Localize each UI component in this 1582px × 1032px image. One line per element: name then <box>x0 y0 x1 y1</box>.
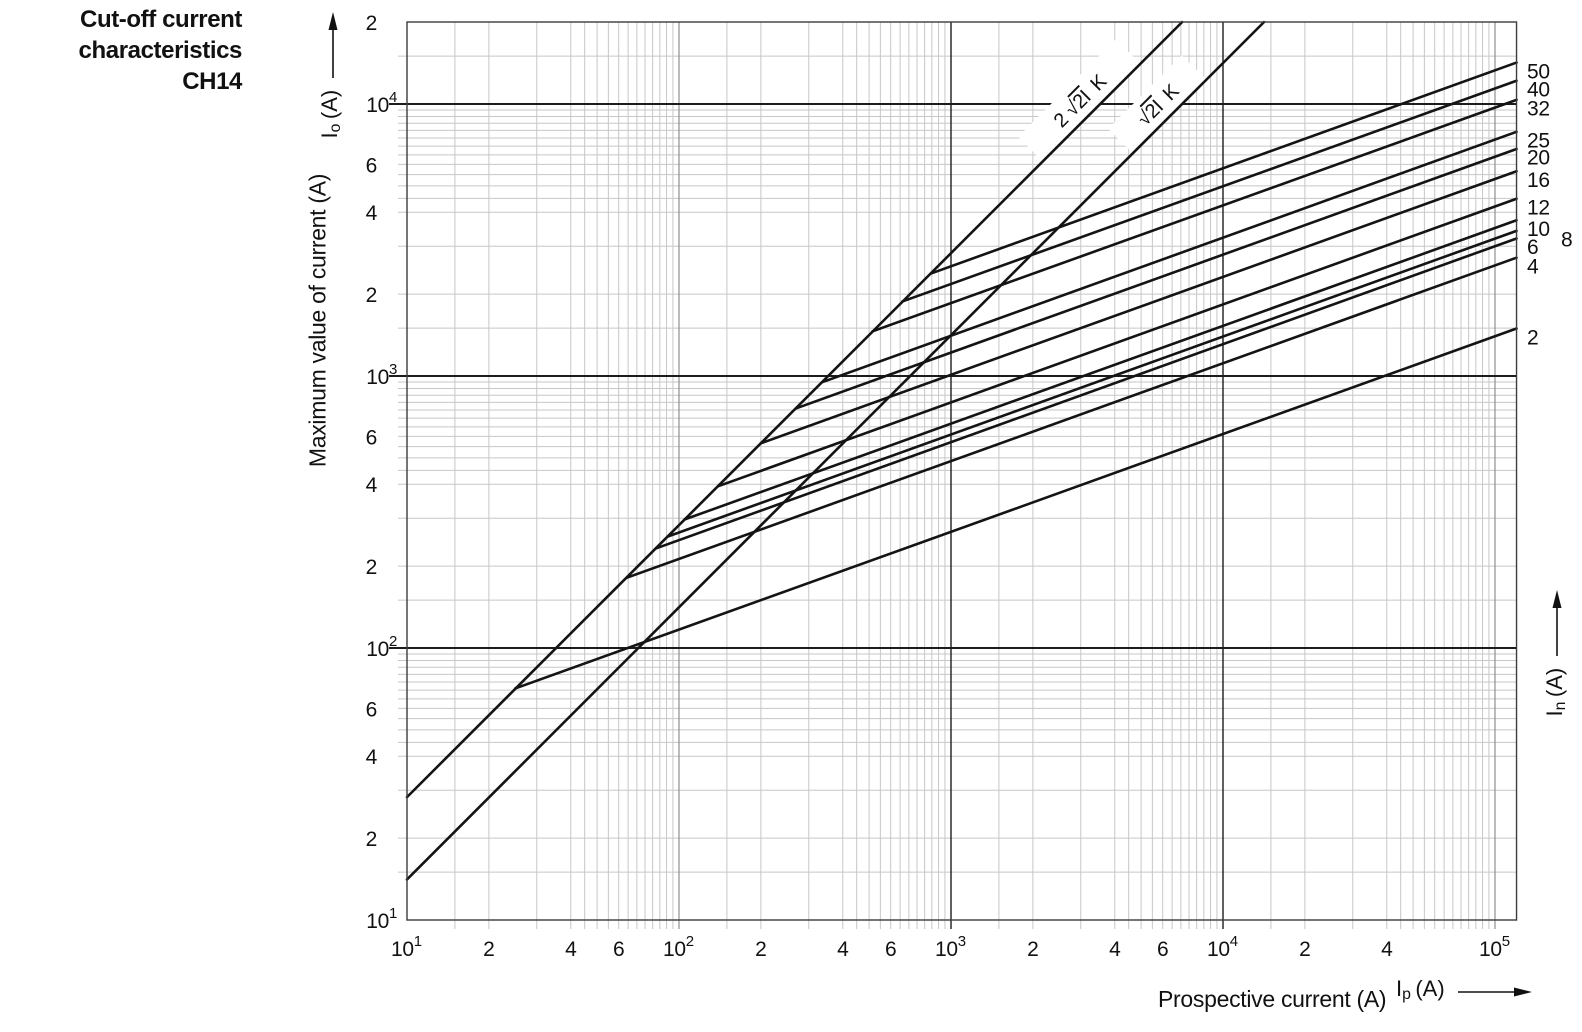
x-tick-label: 105 <box>1479 933 1510 961</box>
curve-4 <box>624 256 1518 580</box>
y-tick-label: 2 <box>366 12 377 35</box>
peak-line <box>405 20 1184 799</box>
series-label-4: 4 <box>1527 255 1539 278</box>
peak-line <box>405 20 1266 881</box>
y-tick-label: 4 <box>366 746 378 769</box>
curve-12 <box>716 197 1518 488</box>
io-axis-symbol: Io (A) <box>317 74 345 154</box>
y-tick-label: 104 <box>366 89 397 117</box>
series-label-12: 12 <box>1527 196 1550 219</box>
chart-title: Cut-off current characteristics CH14 <box>50 4 243 97</box>
x-tick-label: 2 <box>1027 938 1038 961</box>
series-label-16: 16 <box>1527 169 1550 192</box>
x-tick-label: 4 <box>1381 938 1393 961</box>
title-line-2: characteristics <box>78 37 243 64</box>
x-tick-label: 102 <box>663 933 694 961</box>
y-tick-label: 101 <box>366 905 397 933</box>
x-tick-label: 104 <box>1207 933 1238 961</box>
y-tick-label: 6 <box>366 698 377 721</box>
y-tick-label: 2 <box>366 284 377 307</box>
ip-symbol-subscript: p <box>1402 986 1411 1004</box>
in-symbol-unit: (A) <box>1541 667 1567 698</box>
y-tick-label: 6 <box>366 426 377 449</box>
x-tick-label: 6 <box>1157 938 1168 961</box>
curve-8 <box>666 229 1518 538</box>
x-tick-label: 4 <box>837 938 849 961</box>
x-tick-label: 2 <box>483 938 494 961</box>
series-label-20: 20 <box>1527 147 1550 170</box>
curve-6 <box>654 237 1518 550</box>
x-tick-label: 103 <box>935 933 966 961</box>
y-tick-label: 6 <box>366 154 377 177</box>
x-axis-arrow-icon <box>1458 987 1532 997</box>
in-axis-symbol: In (A) <box>1542 652 1570 732</box>
y-tick-label: 2 <box>366 828 377 851</box>
io-symbol-subscript: o <box>327 123 345 133</box>
series-label-10: 10 <box>1527 218 1550 241</box>
curve-32 <box>871 98 1518 333</box>
x-tick-label: 2 <box>755 938 766 961</box>
series-label-8: 8 <box>1561 229 1572 252</box>
series-label-6: 6 <box>1527 236 1538 259</box>
y-tick-label: 103 <box>366 361 397 389</box>
series-label-25: 25 <box>1527 130 1550 153</box>
y-axis-title: Maximum value of current (A) <box>304 173 331 468</box>
plot-border <box>406 21 1518 921</box>
x-tick-label: 4 <box>1109 938 1121 961</box>
curve-10 <box>683 218 1518 521</box>
y-tick-label: 4 <box>366 202 378 225</box>
curve-2 <box>513 327 1518 690</box>
peak-line-label: √2IK <box>1108 55 1206 153</box>
x-tick-label: 6 <box>885 938 896 961</box>
series-label-2: 2 <box>1527 326 1538 349</box>
y-tick-label: 4 <box>366 474 378 497</box>
y-tick-label: 2 <box>366 556 377 579</box>
io-symbol-letter: I <box>316 132 342 139</box>
title-line-3: CH14 <box>182 68 242 95</box>
curve-16 <box>759 169 1518 445</box>
in-axis-arrow-icon <box>1552 590 1562 656</box>
in-symbol-subscript: n <box>1552 701 1570 711</box>
x-tick-label: 6 <box>613 938 624 961</box>
series-label-40: 40 <box>1527 79 1550 102</box>
title-line-1: Cut-off current <box>80 6 242 33</box>
x-tick-label: 4 <box>565 938 577 961</box>
y-axis-arrow-icon <box>328 12 338 78</box>
peak-line-label: 2 √2IK <box>1018 39 1140 161</box>
ip-symbol-unit: (A) <box>1415 976 1445 1001</box>
in-symbol-letter: I <box>1541 710 1567 717</box>
x-tick-label: 2 <box>1299 938 1310 961</box>
ip-symbol-letter: I <box>1396 976 1403 1001</box>
y-tick-label: 102 <box>366 633 397 661</box>
ip-axis-symbol: Ip (A) <box>1396 976 1445 1004</box>
series-label-50: 50 <box>1527 60 1550 83</box>
x-axis-title: Prospective current (A) <box>1158 986 1387 1012</box>
curve-40 <box>901 79 1518 303</box>
curve-20 <box>794 147 1518 410</box>
curve-25 <box>821 130 1518 384</box>
curve-50 <box>929 61 1518 275</box>
series-label-32: 32 <box>1527 98 1550 121</box>
x-tick-label: 101 <box>391 933 422 961</box>
io-symbol-unit: (A) <box>316 89 342 120</box>
